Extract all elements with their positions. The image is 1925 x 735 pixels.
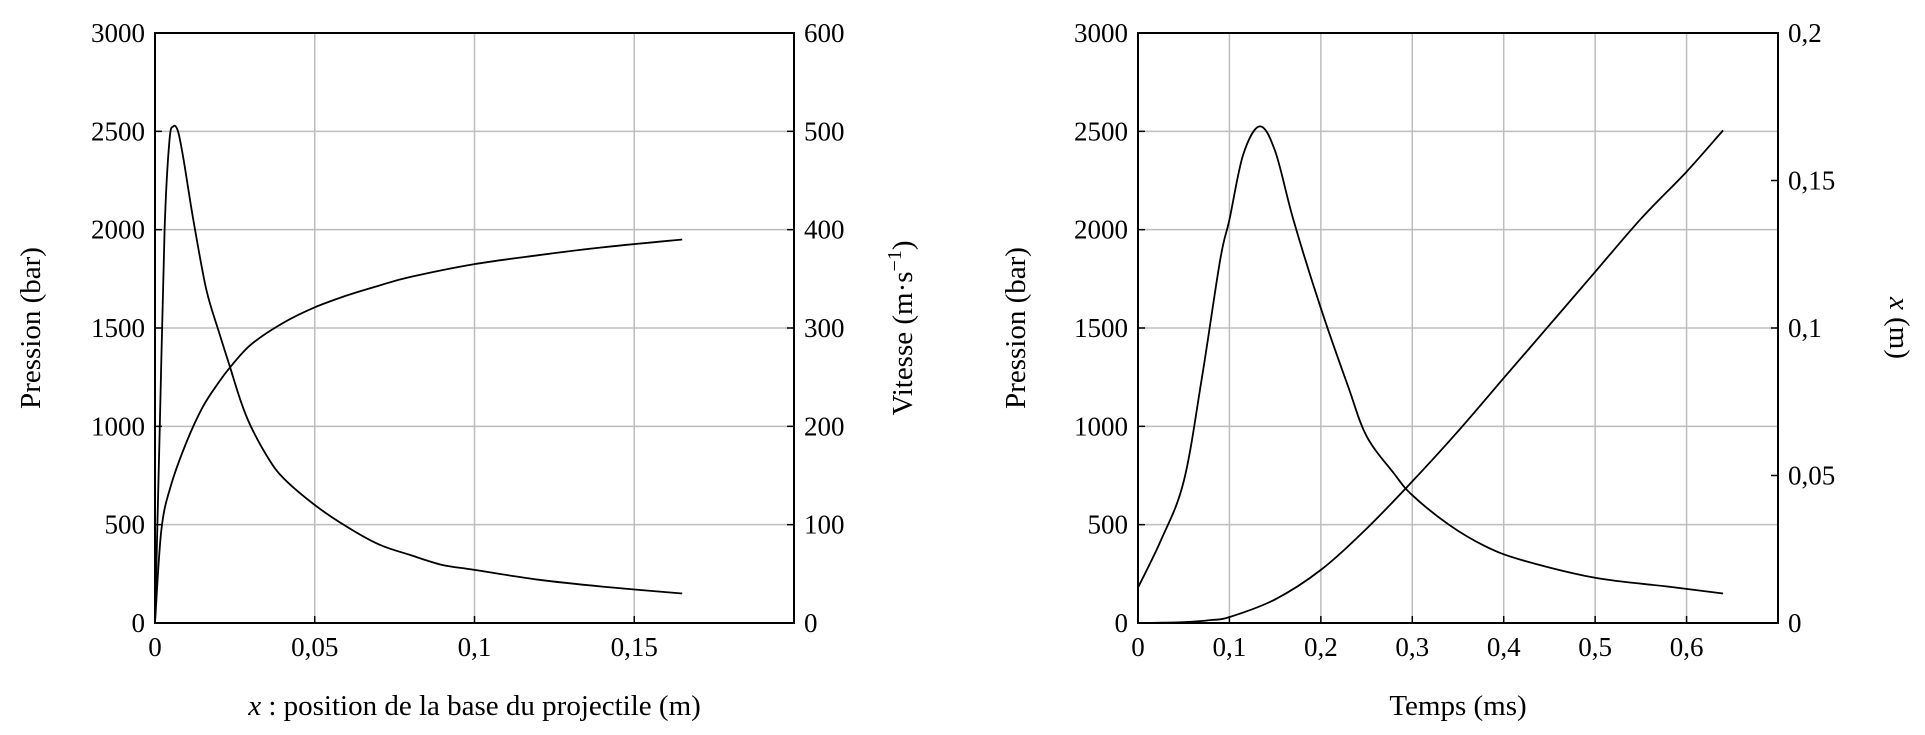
y-tick-label: 1000 bbox=[91, 411, 145, 441]
y2-axis-label-sup: −1 bbox=[884, 250, 906, 271]
y-tick-label: 3000 bbox=[1074, 18, 1128, 48]
x-tick-label: 0,3 bbox=[1395, 632, 1429, 662]
y-tick-label: 3000 bbox=[91, 18, 145, 48]
y2-tick-label: 200 bbox=[804, 411, 845, 441]
x-tick-label: 0 bbox=[1131, 632, 1145, 662]
x-tick-label: 0 bbox=[148, 632, 162, 662]
x-tick-label: 0,15 bbox=[611, 632, 658, 662]
y2-tick-label: 100 bbox=[804, 510, 845, 540]
y2-tick-label: 0,2 bbox=[1788, 18, 1822, 48]
y2-tick-label: 600 bbox=[804, 18, 845, 48]
series-line-pression bbox=[154, 124, 683, 624]
y2-axis-label-end: ) bbox=[887, 241, 919, 251]
chart-panel-1: 0 0,05 0,1 0,15 0 500 1000 1500 2000 2500 3000 0 100… bbox=[15, 18, 919, 722]
x-axis-label-text: : position de la base du projectile (m) bbox=[261, 690, 701, 722]
x-axis-label-var: x bbox=[247, 690, 261, 722]
y-tick-label: 1000 bbox=[1074, 411, 1128, 441]
series-line-vitesse bbox=[154, 238, 683, 624]
y-tick-label: 1500 bbox=[1074, 313, 1128, 343]
y2-tick-label: 0 bbox=[1788, 608, 1802, 638]
y2-tick-label: 0 bbox=[804, 608, 818, 638]
y2-tick-label: 300 bbox=[804, 313, 845, 343]
y-tick-label: 500 bbox=[1088, 510, 1129, 540]
x-tick-label: 0,1 bbox=[458, 632, 492, 662]
y-tick-label: 0 bbox=[1115, 608, 1129, 638]
y-axis-label: Pression (bar) bbox=[1000, 247, 1032, 409]
y2-axis-label-text: (m) bbox=[1883, 310, 1915, 359]
y-tick-label: 500 bbox=[105, 510, 146, 540]
x-axis-label: x : position de la base du projectile (m… bbox=[247, 690, 701, 722]
x-tick-label: 0,5 bbox=[1578, 632, 1612, 662]
y2-tick-label: 500 bbox=[804, 116, 845, 146]
y2-axis-label: Vitesse (m·s−1) bbox=[884, 241, 919, 416]
x-axis-label-text: Temps (ms) bbox=[1389, 690, 1526, 722]
y2-tick-label: 0,15 bbox=[1788, 166, 1835, 196]
x-tick-label: 0,05 bbox=[291, 632, 338, 662]
y-tick-label: 2000 bbox=[91, 215, 145, 245]
series-line-pression bbox=[1137, 125, 1724, 595]
y-tick-label: 2500 bbox=[1074, 116, 1128, 146]
series-line-x bbox=[1137, 129, 1724, 624]
y2-axis-label: x (m) bbox=[1883, 296, 1915, 359]
x-tick-label: 0,4 bbox=[1487, 632, 1521, 662]
y-tick-label: 2500 bbox=[91, 116, 145, 146]
y-axis-label: Pression (bar) bbox=[15, 247, 47, 409]
chart-panel-2: 0 0,1 0,2 0,3 0,4 0,5 0,6 0 500 1000 1500 2000 2500 3… bbox=[1000, 18, 1915, 722]
y2-tick-label: 0,05 bbox=[1788, 461, 1835, 491]
x-tick-label: 0,2 bbox=[1304, 632, 1338, 662]
y-tick-label: 0 bbox=[132, 608, 146, 638]
y2-axis-label-var: x bbox=[1883, 296, 1915, 310]
x-axis-label: Temps (ms) bbox=[1389, 690, 1526, 722]
y2-tick-label: 400 bbox=[804, 215, 845, 245]
y-tick-label: 2000 bbox=[1074, 215, 1128, 245]
y2-axis-label-text: Vitesse (m·s bbox=[887, 271, 919, 415]
x-tick-label: 0,6 bbox=[1670, 632, 1704, 662]
x-tick-label: 0,1 bbox=[1213, 632, 1247, 662]
y-tick-label: 1500 bbox=[91, 313, 145, 343]
y2-tick-label: 0,1 bbox=[1788, 313, 1822, 343]
